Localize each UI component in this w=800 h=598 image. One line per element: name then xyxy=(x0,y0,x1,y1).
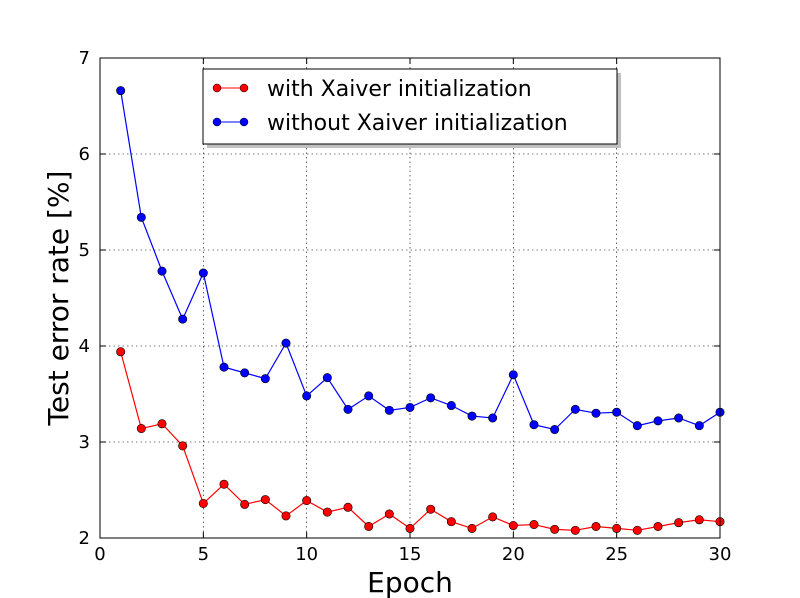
series-1-point xyxy=(157,266,167,276)
x-tick-label: 20 xyxy=(502,544,525,565)
legend-marker-without xyxy=(212,117,222,127)
legend-label-with: with Xaiver initialization xyxy=(267,77,532,102)
y-axis-label: Test error rate [%] xyxy=(42,171,75,427)
series-1-point xyxy=(405,402,415,412)
x-tick-label: 0 xyxy=(94,544,105,565)
series-0-point xyxy=(136,424,146,434)
series-1-point xyxy=(612,407,622,417)
series-0-point xyxy=(364,521,374,531)
series-0-point xyxy=(653,521,663,531)
series-0-point xyxy=(198,498,208,508)
series-0-point xyxy=(281,511,291,521)
series-0-point xyxy=(260,495,270,505)
series-1-point xyxy=(116,86,126,96)
series-1-point xyxy=(446,401,456,411)
series-0-point xyxy=(570,525,580,535)
x-axis-label: Epoch xyxy=(367,566,453,598)
axis-ticks: 0 5 10 15 20 25 30 2 3 4 5 6 7 xyxy=(79,48,732,565)
series-0-point xyxy=(529,520,539,530)
legend: with Xaiver initialization without Xaive… xyxy=(202,68,621,148)
series-1-point xyxy=(302,391,312,401)
series-0-point xyxy=(467,523,477,533)
series-0-point xyxy=(178,441,188,451)
legend-marker-without xyxy=(239,117,249,127)
series-0-point xyxy=(302,496,312,506)
series-0-point xyxy=(426,504,436,514)
series-0-point xyxy=(343,502,353,512)
series-1-point xyxy=(178,314,188,324)
series-1-point xyxy=(219,362,229,372)
series-0-point xyxy=(694,515,704,525)
series-0-point xyxy=(632,525,642,535)
grid xyxy=(100,58,720,538)
series-1-point xyxy=(426,393,436,403)
series-0-point xyxy=(219,479,229,489)
y-tick-label: 7 xyxy=(79,48,90,69)
series-1-point xyxy=(632,421,642,431)
series-1-point xyxy=(591,408,601,418)
series-0-point xyxy=(446,517,456,527)
series-0-point xyxy=(405,523,415,533)
series-layer xyxy=(116,86,725,535)
series-1-point xyxy=(529,420,539,430)
legend-label-without: without Xaiver initialization xyxy=(267,111,568,136)
series-1-point xyxy=(364,391,374,401)
y-tick-label: 6 xyxy=(79,144,90,165)
series-0-point xyxy=(322,507,332,517)
series-0-point xyxy=(591,521,601,531)
series-1-point xyxy=(674,413,684,423)
series-0-point xyxy=(674,518,684,528)
series-0-point xyxy=(157,419,167,429)
legend-box xyxy=(202,68,618,145)
series-1-point xyxy=(198,268,208,278)
y-tick-label: 4 xyxy=(79,336,90,357)
legend-marker-with xyxy=(212,83,222,93)
y-tick-label: 5 xyxy=(79,240,90,261)
series-0-point xyxy=(240,499,250,509)
series-1-point xyxy=(570,404,580,414)
x-tick-label: 25 xyxy=(605,544,628,565)
series-1-point xyxy=(281,338,291,348)
series-1-point xyxy=(653,416,663,426)
series-1-point xyxy=(550,425,560,435)
series-1-point xyxy=(384,405,394,415)
x-tick-label: 15 xyxy=(399,544,422,565)
y-tick-label: 2 xyxy=(79,528,90,549)
series-0-point xyxy=(508,521,518,531)
series-1-point xyxy=(508,370,518,380)
series-1-point xyxy=(467,411,477,421)
series-0-point xyxy=(384,509,394,519)
series-1-point xyxy=(694,421,704,431)
series-1-point xyxy=(260,374,270,384)
x-tick-label: 10 xyxy=(295,544,318,565)
y-tick-label: 3 xyxy=(79,432,90,453)
series-0-point xyxy=(612,523,622,533)
series-1-point xyxy=(343,404,353,414)
series-0-point xyxy=(116,347,126,357)
legend-marker-with xyxy=(239,83,249,93)
x-tick-label: 30 xyxy=(709,544,732,565)
series-1-point xyxy=(322,373,332,383)
x-tick-label: 5 xyxy=(198,544,209,565)
series-1-point xyxy=(136,212,146,222)
series-1-point xyxy=(240,368,250,378)
series-0-point xyxy=(488,512,498,522)
series-0-point xyxy=(550,524,560,534)
series-1-point xyxy=(488,413,498,423)
